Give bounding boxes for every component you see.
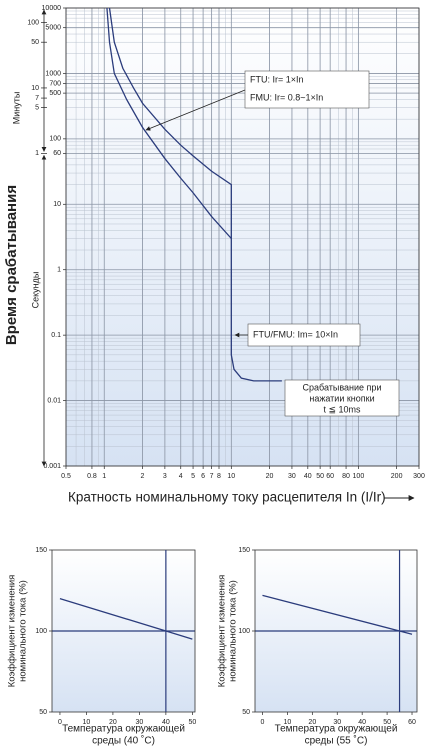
annotation-text: FTU/FMU: Im= 10×In xyxy=(253,329,338,339)
y-tick-label: 10000 xyxy=(42,5,62,12)
y-tick-label: 150 xyxy=(238,547,250,554)
y-tick-label: 700 xyxy=(49,80,61,87)
minute-tick-label: 7 xyxy=(35,95,39,102)
x-tick-label: 60 xyxy=(408,719,416,726)
plot-frame xyxy=(51,549,196,713)
plot-frame xyxy=(65,7,420,467)
x-tick-label: 0.5 xyxy=(61,473,71,480)
x-tick-label: 0 xyxy=(58,719,62,726)
x-tick-label: 50 xyxy=(316,473,324,480)
annotation-text: FTU: Ir= 1×In xyxy=(250,74,304,84)
y-tick-label: 50 xyxy=(39,709,47,716)
y-axis-label: Коэффициент изменения xyxy=(217,575,228,688)
x-tick-label: 100 xyxy=(353,473,365,480)
minute-tick-label: 100 xyxy=(27,19,39,26)
y-tick-label: 10 xyxy=(53,201,61,208)
minute-tick-label: 50 xyxy=(31,39,39,46)
annotation-text: FMU: Ir= 0.8~1×In xyxy=(250,92,323,102)
x-axis-label: среды (40 ˚C) xyxy=(92,735,155,746)
x-axis-label: Температура окружающей xyxy=(62,724,185,735)
y-tick-label: 150 xyxy=(35,547,47,554)
y-tick-label: 1000 xyxy=(45,70,61,77)
x-tick-label: 60 xyxy=(326,473,334,480)
y-tick-label: 100 xyxy=(49,136,61,143)
x-axis-label: среды (55 ˚C) xyxy=(305,735,368,746)
x-tick-label: 1 xyxy=(102,473,106,480)
curve xyxy=(262,594,413,635)
x-tick-label: 7 xyxy=(210,473,214,480)
y-axis-label: Коэффициент изменения xyxy=(7,575,18,688)
y-tick-label: 0.01 xyxy=(47,397,61,404)
x-tick-label: 80 xyxy=(342,473,350,480)
curve xyxy=(106,7,232,239)
minute-tick-label: 1 xyxy=(35,150,39,157)
minute-label: Минуты xyxy=(11,92,21,125)
annotation-text: t ≦ 10ms xyxy=(323,404,361,414)
y-tick-label: 0.1 xyxy=(51,332,61,339)
y-tick-label: 1 xyxy=(57,267,61,274)
annotation-text: нажатии кнопки xyxy=(309,393,374,403)
x-tick-label: 20 xyxy=(308,719,316,726)
y-axis-label: Время срабатывания xyxy=(3,185,20,345)
y-tick-label: 60 xyxy=(53,150,61,157)
x-tick-label: 0 xyxy=(261,719,265,726)
curve xyxy=(59,597,193,640)
x-tick-label: 300 xyxy=(413,473,425,480)
second-label: Секунды xyxy=(30,272,40,309)
x-tick-label: 30 xyxy=(333,719,341,726)
x-axis-label: Кратность номинальному току расцепителя … xyxy=(68,490,386,505)
annotation-box xyxy=(284,379,400,417)
y-axis-label: номинального тока (%) xyxy=(18,580,29,682)
y-tick-label: 100 xyxy=(238,628,250,635)
plot-frame xyxy=(254,549,418,713)
x-tick-label: 40 xyxy=(304,473,312,480)
x-tick-label: 5 xyxy=(191,473,195,480)
x-tick-label: 20 xyxy=(266,473,274,480)
x-tick-label: 10 xyxy=(284,719,292,726)
annotation-box xyxy=(244,70,370,109)
y-tick-label: 50 xyxy=(242,709,250,716)
annotation-text: Срабатывание при xyxy=(303,382,382,392)
x-tick-label: 10 xyxy=(227,473,235,480)
x-axis-label: Температура окружающей xyxy=(275,724,398,735)
x-tick-label: 2 xyxy=(141,473,145,480)
x-tick-label: 50 xyxy=(383,719,391,726)
x-tick-label: 20 xyxy=(109,719,117,726)
x-tick-label: 10 xyxy=(83,719,91,726)
x-tick-label: 30 xyxy=(135,719,143,726)
minute-tick-label: 5 xyxy=(35,104,39,111)
x-tick-label: 200 xyxy=(391,473,403,480)
curve xyxy=(108,7,282,382)
y-tick-label: 0.001 xyxy=(43,463,61,470)
y-tick-label: 5000 xyxy=(45,25,61,32)
x-tick-label: 50 xyxy=(188,719,196,726)
x-tick-label: 40 xyxy=(162,719,170,726)
x-tick-label: 4 xyxy=(179,473,183,480)
y-tick-label: 500 xyxy=(49,90,61,97)
x-tick-label: 30 xyxy=(288,473,296,480)
y-tick-label: 100 xyxy=(35,628,47,635)
y-axis-label: номинального тока (%) xyxy=(228,580,239,682)
x-tick-label: 0.8 xyxy=(87,473,97,480)
annotation-arrow xyxy=(145,89,246,131)
x-tick-label: 6 xyxy=(201,473,205,480)
x-tick-label: 8 xyxy=(217,473,221,480)
x-tick-label: 40 xyxy=(358,719,366,726)
minute-tick-label: 10 xyxy=(31,85,39,92)
x-tick-label: 3 xyxy=(163,473,167,480)
